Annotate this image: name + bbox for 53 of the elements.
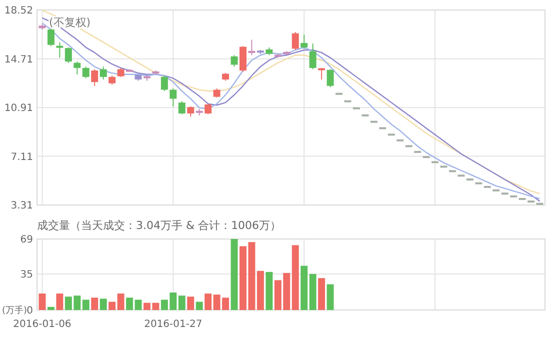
- candlestick: [56, 42, 64, 58]
- candlestick: [187, 106, 194, 118]
- bar: [204, 294, 212, 310]
- bar: [256, 270, 264, 310]
- candlestick: [64, 46, 72, 64]
- candlestick: [100, 66, 107, 80]
- candlestick: [170, 88, 177, 107]
- candlestick: [300, 34, 308, 50]
- x-tick-label: 2016-01-06: [13, 319, 72, 330]
- y-tick-label: 35: [20, 269, 33, 280]
- bar: [178, 296, 186, 310]
- y-axis-title: (万手): [2, 305, 27, 316]
- x-tick-label: 2016-01-27: [144, 319, 202, 330]
- candlestick: [47, 28, 54, 47]
- bar: [196, 302, 203, 310]
- bar: [266, 272, 273, 310]
- bar: [318, 278, 326, 310]
- candlestick: [82, 66, 90, 79]
- candlestick: [240, 46, 246, 72]
- y-tick-label: 0: [26, 306, 33, 316]
- bar: [47, 306, 54, 310]
- y-tick-label: 10.91: [4, 103, 33, 114]
- bar: [134, 300, 142, 310]
- bar: [326, 284, 334, 310]
- bar: [82, 300, 90, 310]
- bar: [56, 294, 64, 310]
- y-tick-label: 18.52: [4, 6, 33, 16]
- bar: [230, 239, 238, 310]
- bar: [108, 302, 116, 310]
- bar: [38, 294, 46, 310]
- candlestick: [309, 43, 316, 70]
- candlestick: [248, 39, 256, 56]
- candlestick: [292, 32, 299, 50]
- bar: [91, 298, 98, 310]
- bar: [117, 294, 124, 310]
- bar: [292, 245, 299, 310]
- bar: [300, 266, 308, 310]
- bar: [126, 298, 134, 310]
- candlestick: [160, 75, 168, 92]
- candlestick: [326, 68, 334, 88]
- candlestick: [91, 68, 98, 86]
- y-tick-label: 69: [20, 234, 33, 246]
- candlestick: [230, 54, 238, 68]
- chart-title: 成交量（当天成交：3.04万手 & 合计：1006万）: [37, 219, 282, 232]
- candlestick: [204, 103, 212, 115]
- y-tick-label: 7.11: [10, 152, 33, 163]
- bar: [309, 274, 316, 310]
- y-tick-label: 14.71: [4, 54, 33, 66]
- y-tick-label: 3.31: [10, 200, 33, 212]
- candlestick: [178, 100, 186, 115]
- bar: [100, 298, 107, 310]
- bar: [187, 296, 194, 310]
- candlestick: [74, 61, 81, 75]
